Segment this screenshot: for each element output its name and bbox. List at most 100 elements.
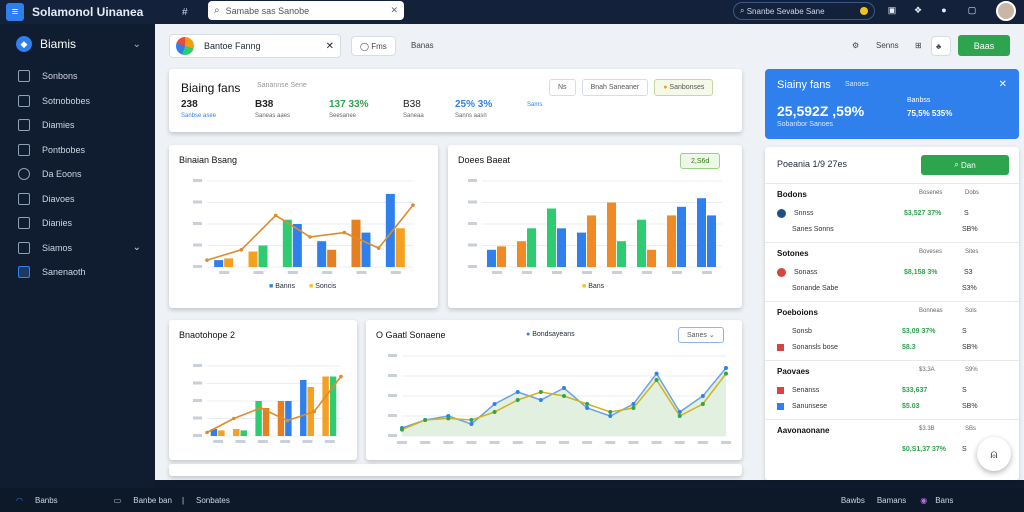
sidebar-item-1[interactable]: Sotnobobes xyxy=(0,89,155,114)
sidebar-item-4[interactable]: Da Eoons xyxy=(0,162,155,187)
sidebar-item-5[interactable]: Diavoes xyxy=(0,187,155,212)
list-item-label: Sonass xyxy=(794,268,818,276)
sidebar-item-2[interactable]: Diamies xyxy=(0,113,155,138)
chart-filter-button[interactable]: Sanes ⌄ xyxy=(678,327,724,343)
toolbar-link[interactable]: Banas xyxy=(411,41,434,50)
bar xyxy=(327,249,337,267)
box-icon[interactable]: ▣ xyxy=(887,5,897,15)
refresh-icon[interactable]: ◠ xyxy=(16,495,23,505)
avatar[interactable] xyxy=(996,1,1016,21)
x-tick-label xyxy=(582,271,592,274)
x-tick-label xyxy=(235,440,246,443)
x-tick-label xyxy=(559,441,569,444)
x-tick-label xyxy=(443,441,454,444)
primary-button[interactable]: Baas xyxy=(958,35,1010,56)
list-item-label: Senanss xyxy=(792,386,820,394)
sidebar-item-6[interactable]: Dianies xyxy=(0,211,155,236)
bell-icon[interactable]: ● xyxy=(941,5,947,15)
trend-point xyxy=(205,430,209,435)
bottom-right-label-2[interactable]: Bamans xyxy=(876,495,907,505)
series-point xyxy=(724,371,728,376)
list-item[interactable]: Sanunsese $5.03 SB% xyxy=(777,399,1009,413)
blank-icon xyxy=(777,446,784,453)
chart-card-2: Doees Baeat 2,S6d ■ Bans xyxy=(448,145,742,308)
close-icon[interactable]: ✕ xyxy=(325,40,334,52)
grid-icon xyxy=(18,94,30,107)
list-item[interactable]: Senanss $33,637 S xyxy=(777,383,1009,397)
list-item[interactable]: $0,S1,37 37% S xyxy=(777,442,1009,456)
x-tick-label xyxy=(582,441,593,444)
tab-chip[interactable]: Bantoe Fanng ✕ xyxy=(169,34,341,58)
toolbar-link-2[interactable]: Senns xyxy=(876,41,899,50)
bottom-mid-label-2[interactable]: Sonbates xyxy=(196,495,230,505)
toolbar-button[interactable]: ◯ Fms xyxy=(351,36,396,56)
y-tick-label xyxy=(193,399,202,402)
square-icon[interactable]: ▭ xyxy=(113,495,122,505)
close-icon[interactable]: ✕ xyxy=(998,79,1007,90)
hash-icon[interactable]: # xyxy=(182,6,188,18)
list-item-qty: S xyxy=(962,386,967,394)
area-line-chart xyxy=(388,354,731,444)
list-item[interactable]: Sanes Sonns SB% xyxy=(777,222,1009,236)
bar xyxy=(300,380,307,436)
chevron-down-icon[interactable]: ⌄ xyxy=(132,242,141,254)
panel-button[interactable]: ⌕ Dan xyxy=(921,155,1009,175)
bottom-right-label-1[interactable]: Bawbs xyxy=(840,495,865,505)
kpi-button-b[interactable]: Bnah Saneaner xyxy=(581,79,649,96)
list-item[interactable]: Sonsb $3,09 37% S xyxy=(777,324,1009,338)
legend-item: ■ Soncis xyxy=(309,283,337,290)
search-input[interactable]: ⌕ Samabe sas Sanobe ✕ xyxy=(208,1,404,20)
assistant-fab[interactable]: ⍝ xyxy=(977,437,1011,471)
chart-card-3: Bnaotohope 2 xyxy=(169,320,357,460)
close-icon[interactable]: ✕ xyxy=(390,5,398,15)
trend-point xyxy=(312,409,316,414)
sidebar-item-label: Sonbons xyxy=(42,71,78,82)
kpi-button-a[interactable]: Ns xyxy=(549,79,576,96)
x-tick-label xyxy=(324,440,335,443)
sidebar-item-3[interactable]: Pontbobes xyxy=(0,138,155,163)
leaf-icon: ♣ xyxy=(936,41,942,51)
list-item[interactable]: Sonande Sabe S3% xyxy=(777,281,1009,295)
list-item[interactable]: Snnss $3,527 37% S xyxy=(777,206,1009,220)
bottom-right-label-3[interactable]: Bans xyxy=(935,495,954,505)
kpi-button-c[interactable]: ● Sanbonses xyxy=(654,79,714,96)
sidebar-item-8[interactable]: Sanenaoth xyxy=(0,260,155,285)
filter-icon[interactable]: ⊞ xyxy=(915,41,922,50)
circle-icon[interactable]: ◉ xyxy=(920,495,928,505)
sidebar-header[interactable]: ◆ Biamis ⌄ xyxy=(0,24,155,64)
search-icon: ⌕ xyxy=(214,5,220,16)
leaf-button[interactable]: ♣ xyxy=(931,36,951,56)
series-point xyxy=(538,398,543,402)
trend-point xyxy=(376,246,381,250)
x-tick-label xyxy=(280,440,291,443)
chart-badge[interactable]: 2,S6d xyxy=(680,153,721,169)
list-item-value: $5.03 xyxy=(902,402,920,410)
x-tick-label xyxy=(535,441,546,444)
bottom-left-label[interactable]: Banbs xyxy=(34,495,58,505)
bar xyxy=(248,251,258,267)
series-point xyxy=(469,418,474,422)
settings-icon xyxy=(18,266,30,279)
chevron-down-icon[interactable]: ⌄ xyxy=(132,38,141,50)
list-item[interactable]: Sonansls bose $8.3 SB% xyxy=(777,340,1009,354)
status-dot-icon xyxy=(860,7,868,15)
bottom-mid-label-1[interactable]: Banbe ban xyxy=(133,495,172,505)
kpi-value-label: Sanns aasn xyxy=(455,113,487,119)
series-point xyxy=(608,410,613,414)
secondary-search-input[interactable]: ⌕ Snanbe Sevabe Sane xyxy=(733,2,875,20)
settings-icon[interactable]: ⚙ xyxy=(852,41,860,50)
sidebar-item-7[interactable]: Siamos ⌄ xyxy=(0,236,155,261)
series-point xyxy=(492,402,497,406)
section-col-a: Bonneas xyxy=(919,308,943,314)
leaf-icon[interactable]: ❖ xyxy=(913,5,923,15)
y-tick-label xyxy=(193,381,202,385)
sidebar-item-0[interactable]: Sonbons xyxy=(0,64,155,89)
kpi-value: 137 33% Seesanee xyxy=(329,99,403,119)
legend-label: Bans xyxy=(588,283,605,290)
list-item[interactable]: Sonass $8,158 3% S3 xyxy=(777,265,1009,279)
doc-icon[interactable]: ▢ xyxy=(967,5,977,15)
series-point xyxy=(400,427,404,432)
chart-icon xyxy=(18,70,30,83)
bar xyxy=(218,430,225,436)
y-tick-label xyxy=(193,222,202,225)
